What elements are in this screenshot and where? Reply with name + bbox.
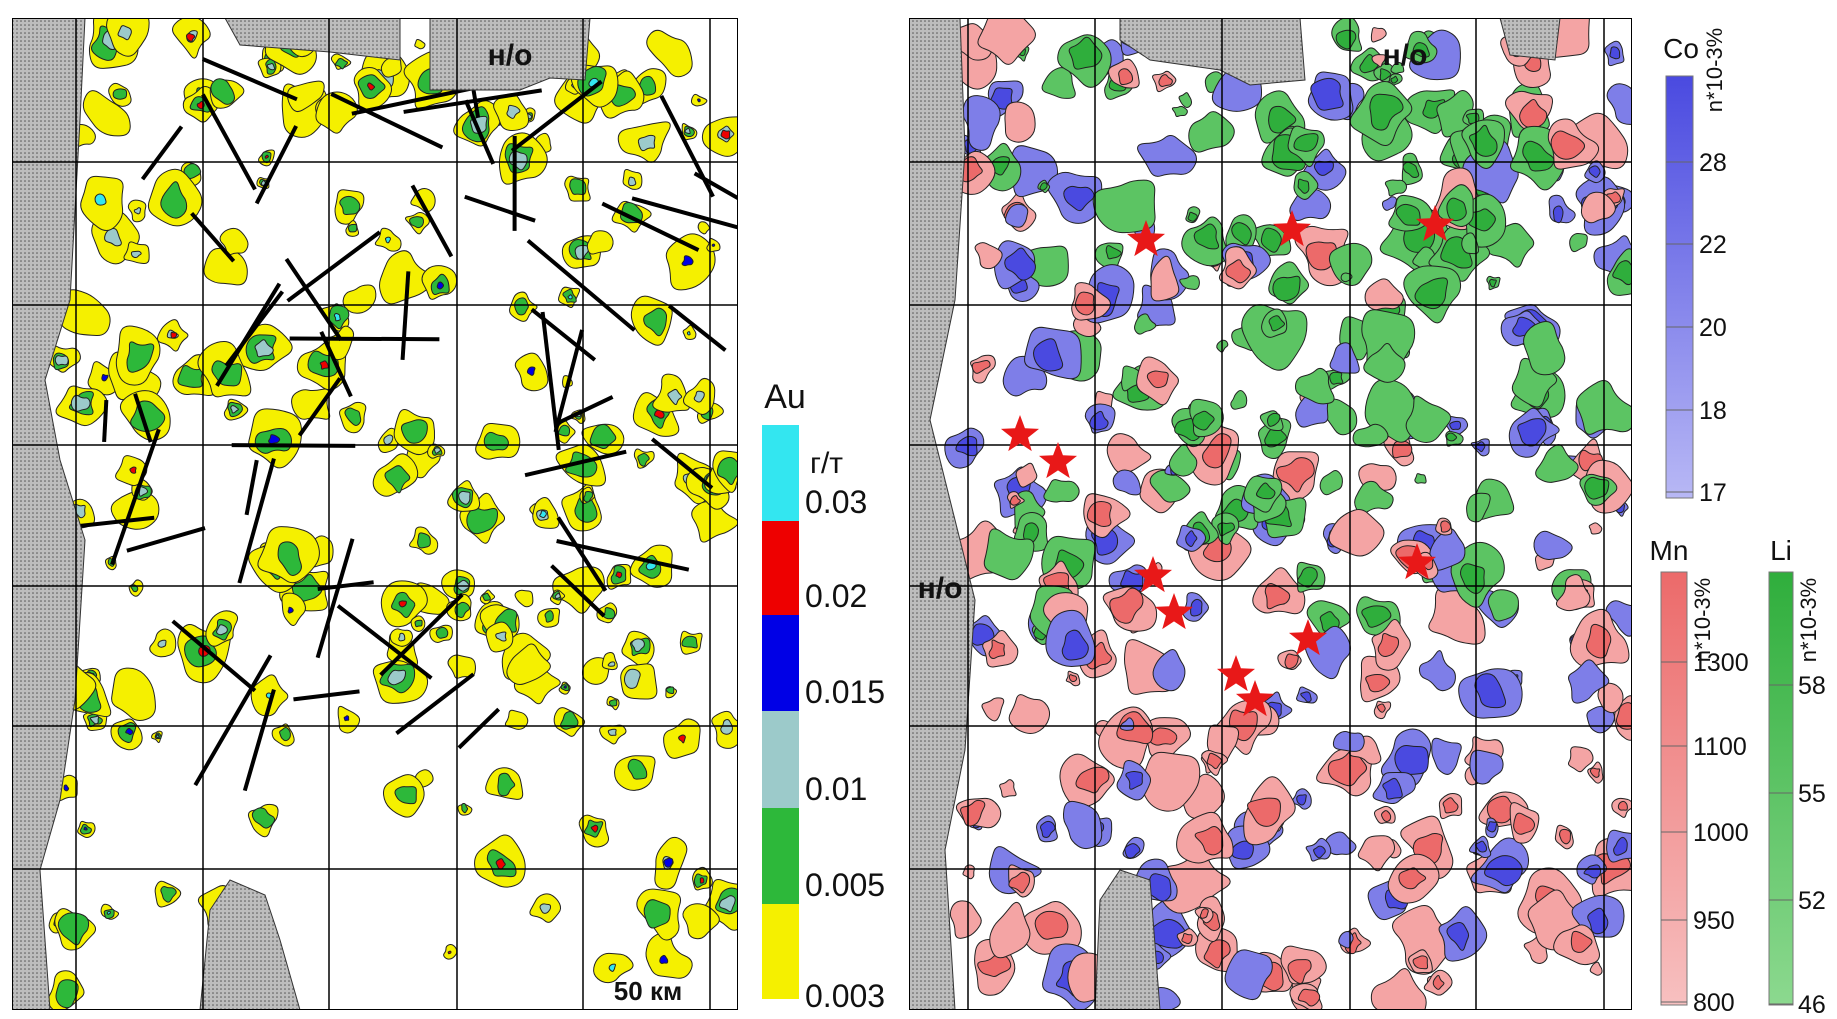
legend-swatch (762, 904, 799, 999)
legend-bar (1661, 572, 1687, 1005)
contour (334, 314, 340, 321)
contour (84, 827, 87, 830)
legend-unit: n*10-3% (1796, 578, 1821, 662)
legend-swatch (762, 711, 799, 808)
legend-tick-label: 1000 (1693, 819, 1749, 847)
legend-title: Co (1663, 33, 1699, 64)
legend-tick-label: 28 (1699, 149, 1727, 177)
contour (1450, 421, 1461, 429)
contour (1005, 102, 1035, 142)
contour (437, 282, 443, 289)
legend-swatch (762, 808, 799, 904)
contour (55, 356, 68, 365)
contour (687, 332, 690, 335)
contour (171, 332, 177, 338)
legend-tick-label: 0.03 (805, 484, 867, 520)
legend-unit: n*10-3% (1702, 28, 1727, 112)
legend-bar (1666, 76, 1693, 498)
contour (527, 367, 535, 375)
legend-swatch (762, 615, 799, 711)
contour (1610, 47, 1620, 59)
contour (1393, 441, 1412, 457)
legend-tick-label: 58 (1798, 672, 1826, 700)
contour (158, 640, 166, 647)
contour (288, 607, 293, 613)
au-legend: Au г/т 0.03 0.02 0.015 0.01 0.005 0.003 (762, 378, 885, 1014)
contour (418, 533, 431, 548)
legend-title: Li (1770, 535, 1792, 566)
contour (608, 729, 616, 735)
no-data-label: н/о (1383, 39, 1428, 72)
contour (1395, 745, 1428, 774)
fault (104, 400, 106, 442)
contour (415, 620, 422, 626)
contour (1191, 599, 1202, 616)
contour (564, 686, 566, 688)
contour (1441, 521, 1451, 532)
contour (399, 633, 405, 641)
contour (156, 735, 159, 737)
contour (71, 395, 90, 411)
contour (712, 244, 715, 246)
contour (682, 636, 697, 648)
legend-title: Mn (1650, 535, 1689, 566)
legend-tick-label: 950 (1693, 907, 1735, 935)
scale-label: 50 км (614, 976, 682, 1006)
legend-tick-label: 52 (1798, 887, 1826, 915)
element-legends: Con*10-3%2822201817Mnn*10-3%130011001000… (1650, 28, 1826, 1019)
legend-tick-label: 18 (1699, 397, 1727, 425)
no-data-label: н/о (918, 572, 963, 605)
contour (700, 878, 704, 883)
contour (698, 99, 701, 102)
contour (320, 361, 328, 369)
legend-bar (1769, 572, 1793, 1005)
contour (113, 89, 126, 99)
contour (107, 911, 110, 914)
contour (448, 951, 451, 954)
contour (1330, 372, 1343, 384)
au-map (12, 11, 805, 1012)
legend-tick-label: 46 (1798, 991, 1826, 1019)
contour (1487, 822, 1497, 832)
contour (545, 611, 553, 623)
legend-swatch (762, 521, 799, 615)
legend-tick-label: 0.005 (805, 867, 885, 903)
legend-title: Au (764, 378, 806, 416)
legend-tick-label: 800 (1693, 989, 1735, 1017)
contour (629, 177, 636, 186)
legend-tick-label: 20 (1699, 314, 1727, 342)
contour (609, 700, 616, 706)
legend-tick-label: 1300 (1693, 649, 1749, 677)
legend-tick-label: 17 (1699, 479, 1727, 507)
legend-tick-label: 22 (1699, 231, 1727, 259)
contour (399, 601, 406, 607)
contour (1075, 292, 1094, 315)
contour (1415, 474, 1426, 484)
legend-tick-label: 0.02 (805, 578, 867, 614)
fault (290, 339, 440, 340)
contour (1297, 795, 1307, 805)
legend-unit: г/т (810, 447, 843, 480)
legend-tick-label: 0.01 (805, 771, 867, 807)
page: н/о 50 км н/о н/о Au г/т 0.03 0.02 0.015 0.… (0, 0, 1837, 1019)
contour (436, 627, 448, 638)
legend-tick-label: 55 (1798, 780, 1826, 808)
contour (1182, 933, 1192, 943)
contour (348, 224, 356, 232)
legend-tick-label: 1100 (1693, 733, 1747, 761)
no-data-label: н/о (488, 39, 533, 72)
contour (1553, 206, 1563, 223)
legend-swatch (762, 425, 799, 521)
contour (1618, 801, 1627, 810)
legend-tick-label: 0.003 (805, 978, 885, 1014)
contour (1035, 911, 1068, 939)
multi-element-map (909, 6, 1654, 1019)
contour (1333, 732, 1364, 752)
legend-tick-label: 0.015 (805, 674, 885, 710)
contour (130, 467, 136, 473)
